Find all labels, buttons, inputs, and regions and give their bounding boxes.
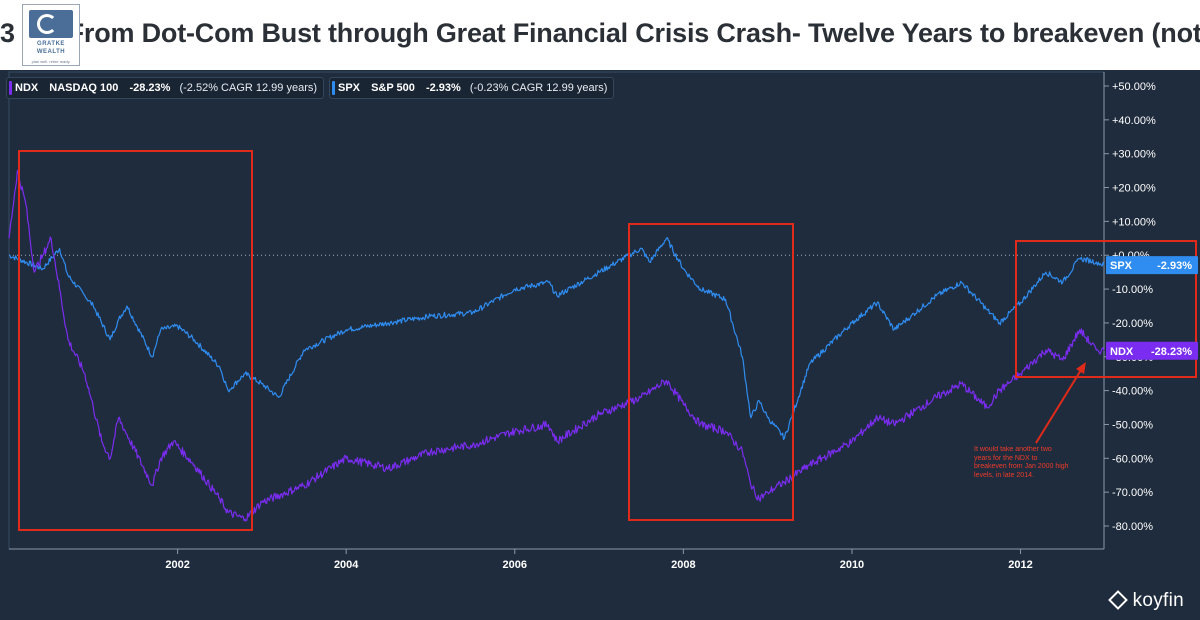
x-tick-group: 2002 2004 2006 2008 2010 2012 (165, 549, 1033, 571)
series-group (8, 170, 1105, 522)
legend-spx-ticker: SPX (338, 82, 361, 94)
y-tick-group: +50.00%+40.00%+30.00%+20.00%+10.00%+0.00… (1104, 81, 1156, 533)
x-tick-label: 2004 (334, 559, 359, 571)
y-tick-label: -60.00% (1112, 453, 1153, 465)
end-label-ticker: SPX (1110, 260, 1133, 272)
x-tick-label: 2010 (840, 559, 864, 571)
end-label-group: SPX -2.93% NDX -28.23% (1106, 256, 1198, 360)
logo-mark-icon (29, 10, 73, 38)
legend-ndx-swatch (9, 81, 12, 95)
legend-spx-change: -2.93% (425, 82, 461, 94)
series-line-ndx (8, 170, 1105, 522)
legend-ndx-cagr: (-2.52% CAGR 12.99 years) (179, 82, 318, 94)
title-bar: 3 I 2: From Dot-Com Bust through Great F… (0, 0, 1200, 70)
series-line-spx (8, 237, 1105, 441)
end-label-ticker: NDX (1110, 346, 1134, 358)
logo-tagline: plan well. retire ready. (31, 59, 71, 64)
koyfin-brand: koyfin (1107, 590, 1184, 612)
highlight-box-2012 (1015, 240, 1197, 378)
annotation-box: It would take another two years for the … (974, 446, 1069, 479)
koyfin-logo-icon (1107, 590, 1128, 610)
legend-ndx-name: NASDAQ 100 (49, 82, 119, 94)
highlight-box-gfc (628, 223, 794, 521)
y-tick-label: -70.00% (1112, 487, 1153, 499)
end-label-ndx: NDX -28.23% (1106, 341, 1198, 360)
highlight-box-dotcom (18, 150, 253, 531)
x-tick-label: 2006 (503, 559, 527, 571)
legend-spx-name: S&P 500 (371, 82, 415, 94)
annotation-text: It would take another two years for the … (974, 446, 1069, 479)
end-label-bg (1106, 341, 1198, 360)
x-tick-label: 2008 (671, 559, 695, 571)
y-tick-label: +10.00% (1112, 216, 1156, 228)
y-tick-label: -10.00% (1112, 284, 1153, 296)
legend-ndx-change: -28.23% (129, 82, 171, 94)
legend-ndx-ticker: NDX (15, 82, 39, 94)
end-label-value: -2.93% (1157, 260, 1192, 272)
chart-canvas: +50.00%+40.00%+30.00%+20.00%+10.00%+0.00… (8, 71, 1198, 571)
y-tick-label: +40.00% (1112, 115, 1156, 127)
brand-name: koyfin (1132, 590, 1184, 611)
x-tick-label: 2012 (1008, 559, 1032, 571)
y-tick-label: +50.00% (1112, 81, 1156, 93)
logo-name: GRATKE (37, 41, 65, 47)
company-logo: GRATKE WEALTH plan well. retire ready. (22, 4, 80, 66)
annotation-arrow-head-icon (1076, 362, 1086, 374)
legend-ndx[interactable]: NDX NASDAQ 100 -28.23% (-2.52% CAGR 12.9… (6, 77, 325, 99)
y-tick-label: -50.00% (1112, 419, 1153, 431)
y-tick-label: -20.00% (1112, 318, 1153, 330)
annotation-arrow-line (1035, 369, 1082, 444)
y-tick-label: -80.00% (1112, 521, 1153, 533)
y-tick-label: +20.00% (1112, 183, 1156, 195)
end-label-bg (1106, 256, 1198, 275)
end-label-value: -28.23% (1151, 346, 1192, 358)
legend-spx-swatch (332, 81, 335, 95)
chart-title: 3 I 2: From Dot-Com Bust through Great F… (0, 18, 1200, 48)
logo-name-second: WEALTH (36, 49, 66, 55)
legend-spx-cagr: (-0.23% CAGR 12.99 years) (469, 82, 608, 94)
x-tick-label: 2002 (165, 559, 189, 571)
end-label-spx: SPX -2.93% (1106, 256, 1198, 275)
y-tick-label: +30.00% (1112, 149, 1156, 161)
legend-spx[interactable]: SPX S&P 500 -2.93% (-0.23% CAGR 12.99 ye… (329, 77, 615, 99)
y-tick-label: -40.00% (1112, 386, 1153, 398)
plot-frame (8, 71, 1105, 550)
